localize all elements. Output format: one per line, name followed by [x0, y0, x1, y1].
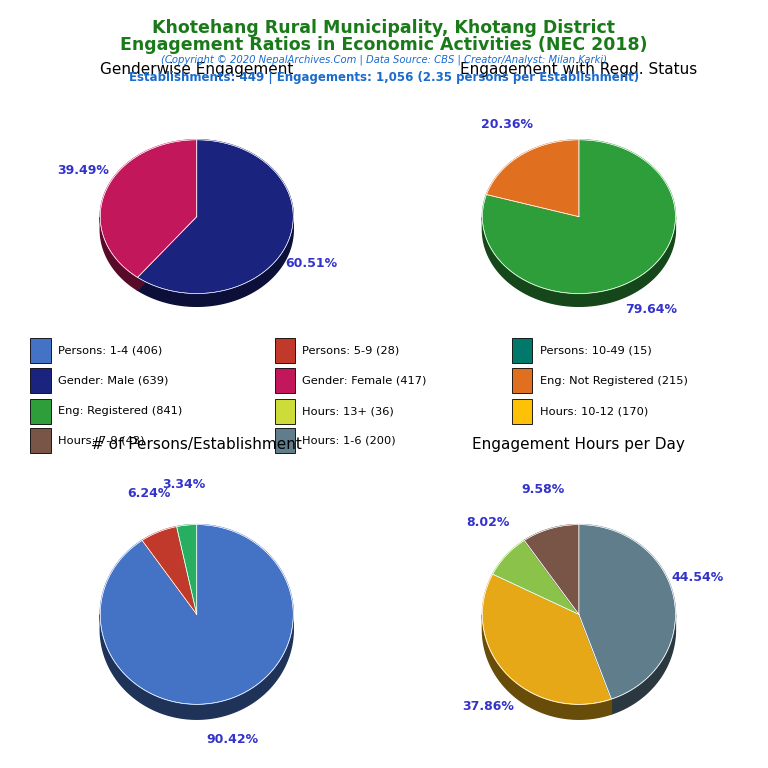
- Title: Genderwise Engagement: Genderwise Engagement: [100, 62, 293, 77]
- Text: Establishments: 449 | Engagements: 1,056 (2.35 persons per Establishment): Establishments: 449 | Engagements: 1,056…: [129, 71, 639, 84]
- Text: Hours: 7-9 (43): Hours: 7-9 (43): [58, 435, 144, 445]
- Polygon shape: [611, 614, 675, 714]
- FancyBboxPatch shape: [275, 399, 295, 423]
- Text: Hours: 13+ (36): Hours: 13+ (36): [303, 406, 394, 416]
- Text: Eng: Not Registered (215): Eng: Not Registered (215): [540, 376, 687, 386]
- FancyBboxPatch shape: [30, 369, 51, 393]
- FancyBboxPatch shape: [512, 369, 532, 393]
- Polygon shape: [579, 525, 675, 699]
- Text: Persons: 1-4 (406): Persons: 1-4 (406): [58, 346, 162, 356]
- Text: Gender: Female (417): Gender: Female (417): [303, 376, 427, 386]
- FancyBboxPatch shape: [512, 338, 532, 362]
- Polygon shape: [482, 615, 611, 720]
- Polygon shape: [482, 140, 675, 293]
- Text: 6.24%: 6.24%: [127, 487, 170, 500]
- FancyBboxPatch shape: [275, 428, 295, 453]
- FancyBboxPatch shape: [30, 399, 51, 423]
- Text: 8.02%: 8.02%: [466, 516, 510, 529]
- Polygon shape: [137, 140, 293, 293]
- Text: Hours: 10-12 (170): Hours: 10-12 (170): [540, 406, 648, 416]
- Text: 20.36%: 20.36%: [481, 118, 533, 131]
- Text: Khotehang Rural Municipality, Khotang District: Khotehang Rural Municipality, Khotang Di…: [153, 19, 615, 37]
- Polygon shape: [142, 527, 197, 614]
- FancyBboxPatch shape: [512, 399, 532, 423]
- FancyBboxPatch shape: [275, 369, 295, 393]
- FancyBboxPatch shape: [275, 338, 295, 362]
- Text: 44.54%: 44.54%: [672, 571, 724, 584]
- Text: 9.58%: 9.58%: [521, 483, 564, 496]
- Polygon shape: [101, 217, 137, 290]
- Text: (Copyright © 2020 NepalArchives.Com | Data Source: CBS | Creator/Analyst: Milan : (Copyright © 2020 NepalArchives.Com | Da…: [161, 55, 607, 65]
- Text: Persons: 5-9 (28): Persons: 5-9 (28): [303, 346, 399, 356]
- Polygon shape: [137, 217, 293, 306]
- Polygon shape: [137, 217, 197, 290]
- Polygon shape: [482, 217, 675, 306]
- Polygon shape: [492, 541, 579, 614]
- Text: Persons: 10-49 (15): Persons: 10-49 (15): [540, 346, 651, 356]
- Polygon shape: [579, 614, 611, 714]
- Text: 90.42%: 90.42%: [207, 733, 259, 746]
- Text: 37.86%: 37.86%: [462, 700, 515, 713]
- Text: Engagement Ratios in Economic Activities (NEC 2018): Engagement Ratios in Economic Activities…: [121, 36, 647, 54]
- Text: 79.64%: 79.64%: [625, 303, 677, 316]
- Polygon shape: [137, 217, 197, 290]
- Title: Engagement Hours per Day: Engagement Hours per Day: [472, 437, 685, 452]
- Polygon shape: [486, 140, 579, 217]
- Text: 39.49%: 39.49%: [57, 164, 108, 177]
- Text: Gender: Male (639): Gender: Male (639): [58, 376, 168, 386]
- Title: # of Persons/Establishment: # of Persons/Establishment: [91, 437, 302, 452]
- Text: Eng: Registered (841): Eng: Registered (841): [58, 406, 182, 416]
- FancyBboxPatch shape: [30, 338, 51, 362]
- Polygon shape: [579, 614, 611, 714]
- Polygon shape: [525, 525, 579, 614]
- FancyBboxPatch shape: [30, 428, 51, 453]
- Polygon shape: [101, 525, 293, 704]
- Text: 60.51%: 60.51%: [285, 257, 337, 270]
- Text: Hours: 1-6 (200): Hours: 1-6 (200): [303, 435, 396, 445]
- Title: Engagement with Regd. Status: Engagement with Regd. Status: [460, 62, 697, 77]
- Polygon shape: [177, 525, 197, 614]
- Polygon shape: [101, 140, 197, 277]
- Text: 3.34%: 3.34%: [163, 478, 206, 492]
- Polygon shape: [482, 574, 611, 704]
- Polygon shape: [101, 614, 293, 720]
